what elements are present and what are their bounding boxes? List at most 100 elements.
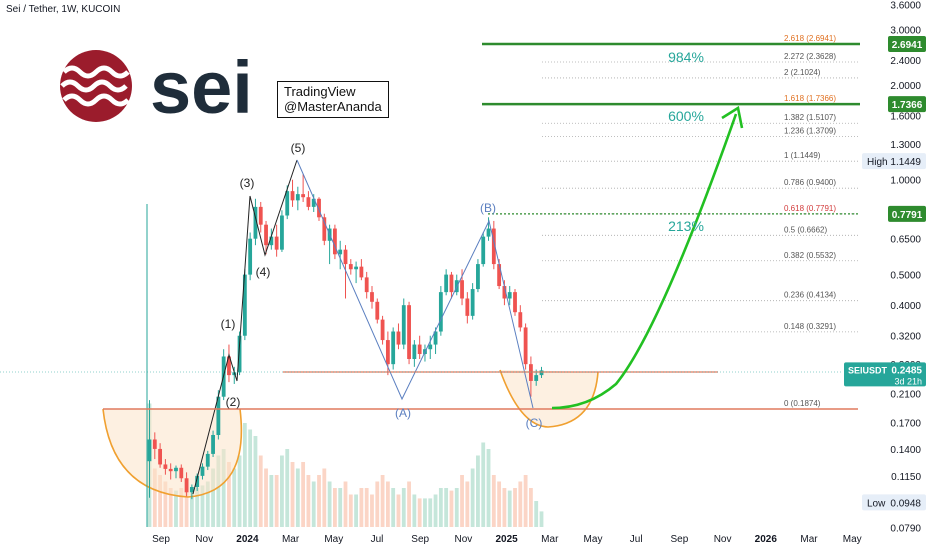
candle-body-48	[401, 305, 406, 345]
volume-bar-62	[476, 455, 480, 527]
current-badge-countdown: 3d 21h	[894, 376, 922, 386]
candle-body-5	[174, 467, 178, 472]
fib-label-7: 1 (1.1449)	[784, 151, 821, 160]
candle-body-18	[242, 274, 247, 336]
price-tick-4: 1.6000	[890, 111, 921, 122]
candle-body-7	[184, 478, 189, 493]
abc-wave-blue	[296, 159, 534, 409]
volume-bar-13	[216, 455, 221, 527]
candle-body-4	[168, 468, 173, 472]
volume-bar-10	[200, 485, 205, 527]
candle-body-17	[237, 335, 242, 373]
volume-bar-54	[433, 494, 438, 527]
time-tick-9: Mar	[541, 534, 559, 545]
candle-body-60	[465, 298, 470, 316]
volume-bar-56	[444, 488, 449, 527]
volume-bar-36	[338, 488, 343, 527]
volume-bar-12	[211, 468, 215, 527]
volume-bar-26	[285, 449, 290, 527]
current-badge-price: 0.2485	[891, 365, 922, 376]
time-tick-10: May	[584, 534, 603, 545]
volume-bar-19	[248, 429, 253, 527]
candle-body-27	[290, 191, 295, 201]
candle-body-67	[502, 286, 507, 299]
target-pct-984: 984%	[668, 49, 704, 65]
projection-arrow	[551, 113, 738, 410]
rounded-bottom-curve-left	[102, 408, 243, 498]
volume-bar-46	[391, 488, 396, 527]
time-axis: Sep Nov 2024 Mar May Jul Sep Nov 2025 Mar May Jul Se…	[152, 534, 862, 545]
volume-bar-21	[258, 455, 263, 527]
time-tick-15: Mar	[800, 534, 818, 545]
candle-body-2	[158, 448, 163, 465]
candle-body-10	[200, 466, 205, 476]
volume-bar-40	[359, 488, 364, 527]
volume-bar-68	[507, 490, 512, 527]
candle-body-25	[280, 215, 284, 250]
fib-label-9: 1.382 (1.5107)	[784, 113, 836, 122]
fib-label-12: 2.272 (2.3628)	[784, 52, 836, 61]
wave-label-c: (C)	[526, 416, 543, 430]
volume-bar-20	[253, 436, 258, 527]
high-badge-bg	[862, 153, 926, 170]
candle-body-3	[163, 464, 168, 469]
candle-body-11	[205, 453, 210, 467]
volume-bar-47	[396, 494, 401, 527]
volume-bar-28	[295, 468, 300, 527]
time-tick-14: 2026	[755, 534, 778, 545]
sei-logo: sei	[60, 46, 253, 129]
time-tick-4: May	[324, 534, 343, 545]
candle-body-68	[507, 292, 512, 299]
volume-bar-24	[274, 475, 279, 527]
candle-body-71	[523, 327, 528, 365]
candle-body-42	[370, 292, 374, 302]
candle-body-9	[195, 475, 200, 488]
candle-body-38	[348, 264, 353, 270]
wave-label-1: (1)	[221, 317, 236, 331]
fib-label-1: 0.148 (0.3291)	[784, 322, 836, 331]
volume-bar-33	[322, 468, 327, 527]
candle-body-21	[258, 206, 263, 225]
price-tick-2: 2.4000	[890, 56, 921, 67]
price-tick-3: 2.0000	[890, 81, 921, 92]
volume-bar-27	[290, 462, 295, 527]
candle-body-62	[476, 264, 480, 290]
candle-body-63	[481, 236, 486, 265]
price-tick-5: 1.3000	[890, 140, 921, 151]
volume-bar-15	[227, 462, 231, 527]
price-axis: 3.6000 3.0000 2.4000 2.0000 1.6000 1.3000 1.00…	[890, 0, 921, 534]
candle-body-56	[444, 274, 449, 293]
volume-bar-9	[195, 488, 200, 527]
fib-label-4: 0.5 (0.6662)	[784, 225, 827, 234]
volume-bar-64	[486, 449, 491, 527]
volume-bar-49	[407, 481, 411, 527]
rounded-bottom-zone-right	[500, 370, 598, 427]
target-badge-bg-0	[888, 36, 926, 52]
volume-bar-58	[454, 488, 459, 527]
candle-body-22	[264, 224, 268, 246]
candle-body-35	[332, 228, 337, 255]
volume-bar-38	[348, 494, 353, 527]
candle-body-64	[486, 228, 491, 237]
candle-body-8	[189, 487, 194, 493]
wave-label-b: (B)	[480, 201, 496, 215]
fib-label-2: 0.236 (0.4134)	[784, 291, 836, 300]
wave-label-a: (A)	[395, 406, 411, 420]
volume-bar-3	[163, 481, 168, 527]
wave-label-5: (5)	[291, 141, 306, 155]
candle-body-6	[179, 467, 184, 479]
volume-bar-37	[343, 481, 348, 527]
impulse-wave-black	[192, 159, 298, 495]
time-tick-8: 2025	[495, 534, 518, 545]
volume-bar-5	[174, 490, 178, 527]
volume-bar-67	[502, 488, 507, 527]
candle-body-15	[227, 356, 231, 376]
time-tick-16: May	[843, 534, 862, 545]
volume-bar-50	[412, 494, 417, 527]
candle-body-12	[211, 434, 215, 454]
volume-bar-34	[327, 481, 332, 527]
volume-bar-18	[242, 423, 247, 527]
price-tick-6: 1.0000	[890, 176, 921, 187]
candle-body-70	[518, 312, 523, 328]
price-tick-16: 0.1150	[891, 472, 921, 483]
